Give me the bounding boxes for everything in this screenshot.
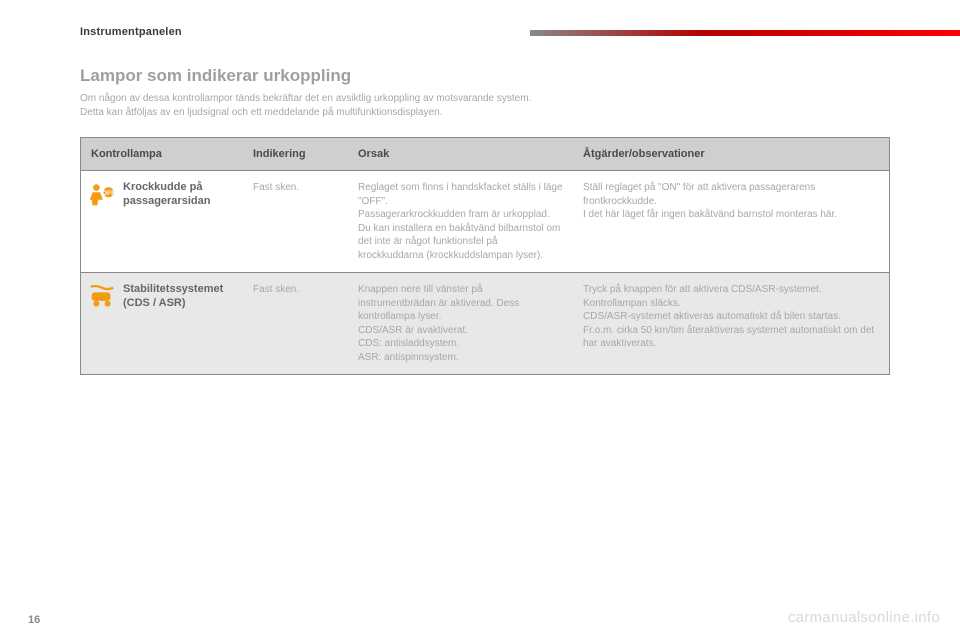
lamp-name: Stabilitetssystemet(CDS / ASR) xyxy=(123,273,243,375)
intro-line: Om någon av dessa kontrollampor tänds be… xyxy=(80,93,531,104)
page-title: Lampor som indikerar urkoppling xyxy=(80,66,890,86)
warning-lamp-table: Kontrollampa Indikering Orsak Åtgärder/o… xyxy=(80,137,890,375)
intro-text: Om någon av dessa kontrollampor tänds be… xyxy=(80,92,780,119)
col-header-indication: Indikering xyxy=(243,138,348,171)
lamp-cause: Reglaget som finns i handskfacket ställs… xyxy=(348,171,573,273)
page: Instrumentpanelen Lampor som indikerar u… xyxy=(0,0,960,640)
airbag-off-icon: OFF xyxy=(87,181,117,211)
svg-text:OFF: OFF xyxy=(102,190,115,197)
lamp-action: Ställ reglaget på "ON" för att aktivera … xyxy=(573,171,889,273)
lamp-name: Krockkudde på passagerarsidan xyxy=(123,171,243,273)
lamp-indication: Fast sken. xyxy=(243,171,348,273)
col-header-cause: Orsak xyxy=(348,138,573,171)
table-row: OFF Krockkudde på passagerarsidan Fast s… xyxy=(81,171,889,273)
col-header-action: Åtgärder/observationer xyxy=(573,138,889,171)
watermark: carmanualsonline.info xyxy=(788,609,940,626)
stability-off-icon xyxy=(87,283,117,313)
page-number: 16 xyxy=(28,614,40,626)
lamp-icon-cell xyxy=(81,273,123,375)
intro-line: Detta kan åtföljas av en ljudsignal och … xyxy=(80,107,442,118)
lamp-icon-cell: OFF xyxy=(81,171,123,273)
brand-stripe xyxy=(530,30,960,36)
table-row: Stabilitetssystemet(CDS / ASR) Fast sken… xyxy=(81,273,889,375)
lamp-cause: Knappen nere till vänster på instrumentb… xyxy=(348,273,573,375)
col-header-lamp: Kontrollampa xyxy=(81,138,243,171)
lamp-action: Tryck på knappen för att aktivera CDS/AS… xyxy=(573,273,889,375)
lamp-indication: Fast sken. xyxy=(243,273,348,375)
